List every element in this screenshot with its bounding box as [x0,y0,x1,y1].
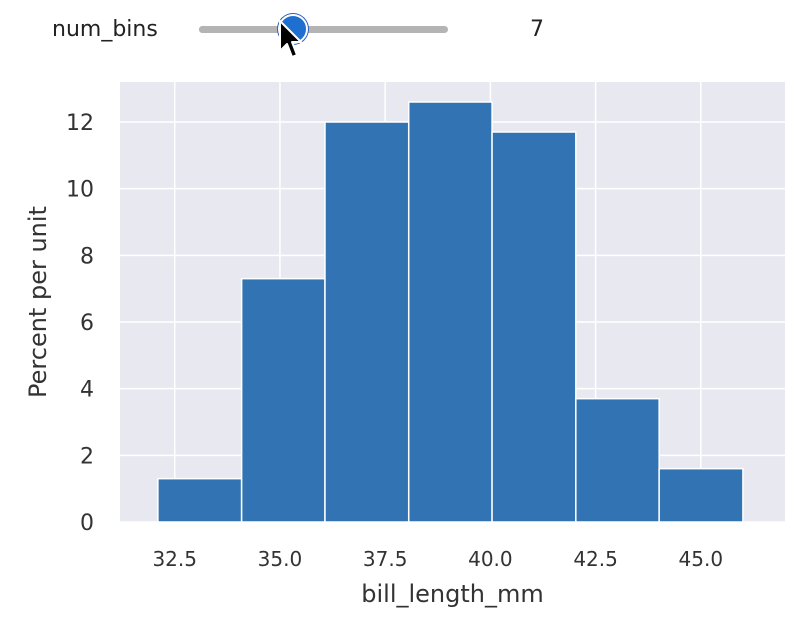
y-tick-label: 0 [80,511,94,536]
y-tick-label: 10 [66,178,94,203]
x-tick-label: 42.5 [573,547,618,571]
y-tick-label: 2 [80,444,94,469]
histogram-bar [157,477,243,523]
y-tick-label: 4 [80,378,94,403]
num-bins-slider-row: num_bins 7 [0,0,812,62]
y-axis-label: Percent per unit [24,206,52,398]
y-tick-label: 8 [80,244,94,269]
y-tick-label: 12 [66,111,94,136]
y-tick-label: 6 [80,311,94,336]
mouse-pointer-icon [279,20,302,58]
x-tick-label: 35.0 [258,547,303,571]
histogram-chart: 32.5 35.0 37.5 40.0 42.5 45.0 0 2 4 6 8 10 12 bill_l… [24,82,785,608]
x-tick-label: 40.0 [468,547,513,571]
slider-fill [199,26,293,33]
x-tick-label: 32.5 [152,547,197,571]
histogram-bar [407,101,493,523]
x-tick-label: 37.5 [363,547,408,571]
tick-labels: 32.5 35.0 37.5 40.0 42.5 45.0 0 2 4 6 8 10 12 [66,111,723,571]
num-bins-slider[interactable] [199,14,448,44]
histogram-bar [658,467,744,523]
histogram-bar [240,277,326,523]
x-tick-label: 45.0 [679,547,724,571]
histogram-bar [324,121,410,523]
bars [157,101,744,523]
slider-value: 7 [530,17,544,42]
histogram-bar [575,397,660,523]
slider-label: num_bins [52,17,158,42]
x-axis-label: bill_length_mm [361,580,544,608]
histogram-bar [491,131,577,523]
